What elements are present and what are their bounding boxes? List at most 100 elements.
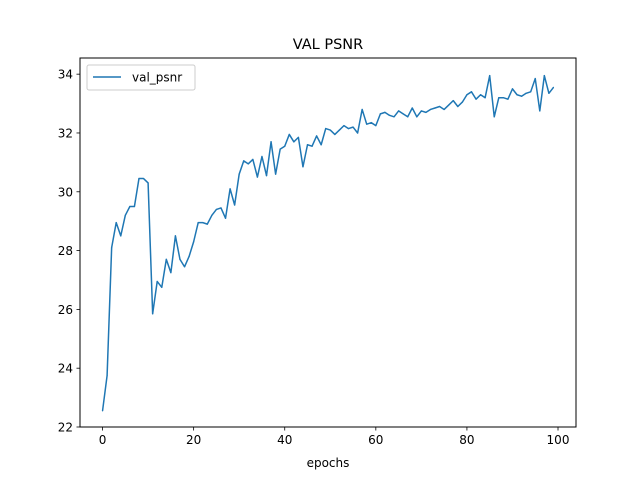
x-tick-label: 60 xyxy=(368,433,383,447)
data-point xyxy=(398,110,400,112)
data-point xyxy=(384,111,386,113)
data-point xyxy=(206,223,208,225)
legend-label-val-psnr: val_psnr xyxy=(132,71,182,85)
data-point xyxy=(147,182,149,184)
data-point xyxy=(388,114,391,116)
data-point xyxy=(193,241,195,243)
data-point xyxy=(188,255,190,258)
data-point xyxy=(156,280,158,283)
data-point xyxy=(320,144,322,146)
plot-area xyxy=(101,74,555,412)
data-point xyxy=(161,286,163,288)
data-point xyxy=(152,313,154,315)
data-point xyxy=(316,135,318,137)
data-point xyxy=(325,127,327,130)
y-tick-label: 24 xyxy=(58,362,73,376)
x-tick-label: 80 xyxy=(459,433,474,447)
data-point xyxy=(498,97,500,99)
data-point xyxy=(493,116,495,118)
data-point xyxy=(106,374,108,377)
data-point xyxy=(420,110,422,112)
data-point xyxy=(174,235,177,237)
data-point xyxy=(466,94,468,96)
data-point xyxy=(543,75,545,77)
data-point xyxy=(252,158,254,161)
data-point xyxy=(516,94,518,96)
data-point xyxy=(489,75,491,77)
data-point xyxy=(479,94,482,96)
data-point xyxy=(111,247,113,249)
data-point xyxy=(265,175,268,177)
data-point xyxy=(238,173,240,175)
data-point xyxy=(539,110,541,112)
data-point xyxy=(425,111,427,113)
data-point xyxy=(247,163,249,165)
data-point xyxy=(261,155,263,158)
y-tick-label: 32 xyxy=(58,126,73,140)
x-axis-label: epochs xyxy=(307,456,350,470)
data-point xyxy=(525,92,527,94)
y-tick-label: 26 xyxy=(58,303,73,317)
chart-title: VAL PSNR xyxy=(293,37,363,53)
data-point xyxy=(234,204,236,206)
data-point xyxy=(434,107,436,109)
data-point xyxy=(115,222,117,224)
y-tick-label: 34 xyxy=(58,68,73,82)
legend-box xyxy=(86,64,196,91)
data-point xyxy=(270,141,272,143)
data-point xyxy=(133,205,136,208)
data-point xyxy=(202,222,204,224)
data-point xyxy=(370,122,372,124)
data-point xyxy=(530,91,532,93)
data-point xyxy=(379,113,381,115)
data-point xyxy=(552,86,555,88)
data-point xyxy=(548,92,550,94)
data-point xyxy=(101,410,104,412)
data-point xyxy=(347,127,350,130)
data-point xyxy=(352,126,354,128)
data-point xyxy=(411,107,413,109)
data-point xyxy=(306,144,309,146)
data-point xyxy=(407,116,409,118)
data-point xyxy=(165,258,167,261)
y-tick-label: 28 xyxy=(58,244,73,258)
data-point xyxy=(256,176,258,178)
data-point xyxy=(138,177,140,180)
y-tick-label: 22 xyxy=(58,421,73,435)
data-point xyxy=(275,173,277,175)
data-point xyxy=(484,97,486,99)
data-point xyxy=(220,207,222,209)
x-tick-label: 40 xyxy=(277,433,292,447)
data-point xyxy=(329,129,331,131)
data-point xyxy=(120,235,122,237)
y-axis: 22 24 26 28 30 32 34 xyxy=(58,68,80,435)
data-point xyxy=(366,123,368,125)
data-point xyxy=(470,91,473,93)
data-point xyxy=(129,205,131,208)
data-point xyxy=(211,214,213,216)
data-point xyxy=(338,129,340,131)
data-point xyxy=(243,160,245,162)
data-point xyxy=(402,113,404,115)
data-point xyxy=(343,125,345,127)
data-point xyxy=(507,98,509,100)
x-tick-label: 20 xyxy=(186,433,201,447)
data-point xyxy=(475,98,477,100)
data-point xyxy=(457,105,459,108)
data-point xyxy=(443,108,445,111)
data-point xyxy=(311,145,313,147)
data-point xyxy=(520,95,523,97)
axes-frame xyxy=(79,57,577,428)
x-axis: 0 20 40 60 80 100 xyxy=(99,427,569,447)
data-point xyxy=(393,116,395,118)
data-point xyxy=(179,258,181,261)
legend: val_psnr xyxy=(86,64,196,91)
x-tick-label: 0 xyxy=(99,433,107,447)
data-point xyxy=(334,133,336,136)
data-point xyxy=(183,266,186,268)
data-point xyxy=(448,104,450,106)
data-point xyxy=(438,105,441,108)
y-tick-label: 30 xyxy=(58,185,73,199)
data-point xyxy=(297,136,299,138)
